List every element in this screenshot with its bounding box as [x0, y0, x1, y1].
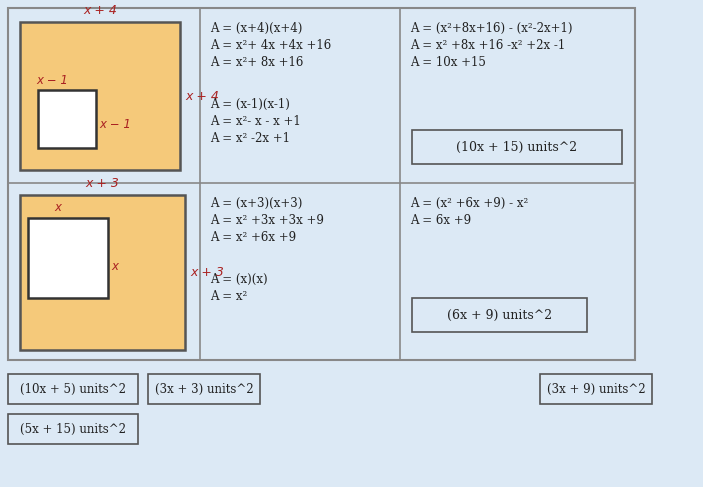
Text: A = (x-1)(x-1): A = (x-1)(x-1) [210, 98, 290, 111]
Text: x + 4: x + 4 [83, 4, 117, 17]
Text: (3x + 3) units^2: (3x + 3) units^2 [155, 382, 253, 395]
Bar [8, 414, 138, 444]
Text: A = (x+3)(x+3): A = (x+3)(x+3) [210, 197, 302, 210]
Bar [38, 90, 96, 148]
Text: x − 1: x − 1 [36, 74, 68, 87]
Text: A = (x+4)(x+4): A = (x+4)(x+4) [210, 22, 302, 35]
Text: A = x²+ 4x +4x +16: A = x²+ 4x +4x +16 [210, 39, 331, 52]
Text: A = x²- x - x +1: A = x²- x - x +1 [210, 115, 301, 128]
Bar [28, 218, 108, 298]
Bar [20, 22, 180, 170]
Bar [8, 8, 635, 360]
Text: A = x² +6x +9: A = x² +6x +9 [210, 231, 296, 244]
Text: A = x² +3x +3x +9: A = x² +3x +3x +9 [210, 214, 324, 227]
Text: (3x + 9) units^2: (3x + 9) units^2 [547, 382, 645, 395]
Text: A = x² +8x +16 -x² +2x -1: A = x² +8x +16 -x² +2x -1 [410, 39, 565, 52]
Text: x: x [111, 260, 118, 273]
Text: x + 4: x + 4 [185, 90, 219, 102]
Text: x + 3: x + 3 [86, 177, 120, 190]
Bar [148, 374, 260, 404]
Bar [8, 374, 138, 404]
Bar [540, 374, 652, 404]
Text: (6x + 9) units^2: (6x + 9) units^2 [447, 308, 552, 321]
Bar [412, 130, 622, 164]
Text: (10x + 5) units^2: (10x + 5) units^2 [20, 382, 126, 395]
Text: (10x + 15) units^2: (10x + 15) units^2 [456, 141, 578, 153]
Bar [20, 195, 185, 350]
Text: A = x² -2x +1: A = x² -2x +1 [210, 132, 290, 145]
Text: A = x²: A = x² [210, 290, 247, 303]
Text: x + 3: x + 3 [190, 266, 224, 279]
Text: A = x²+ 8x +16: A = x²+ 8x +16 [210, 56, 304, 69]
Text: x: x [55, 201, 61, 214]
Text: (5x + 15) units^2: (5x + 15) units^2 [20, 423, 126, 435]
Text: A = (x² +6x +9) - x²: A = (x² +6x +9) - x² [410, 197, 528, 210]
Text: x − 1: x − 1 [99, 118, 131, 131]
Text: A = (x)(x): A = (x)(x) [210, 273, 268, 286]
Text: A = 10x +15: A = 10x +15 [410, 56, 486, 69]
Text: A = (x²+8x+16) - (x²-2x+1): A = (x²+8x+16) - (x²-2x+1) [410, 22, 572, 35]
Bar [412, 298, 587, 332]
Text: A = 6x +9: A = 6x +9 [410, 214, 471, 227]
